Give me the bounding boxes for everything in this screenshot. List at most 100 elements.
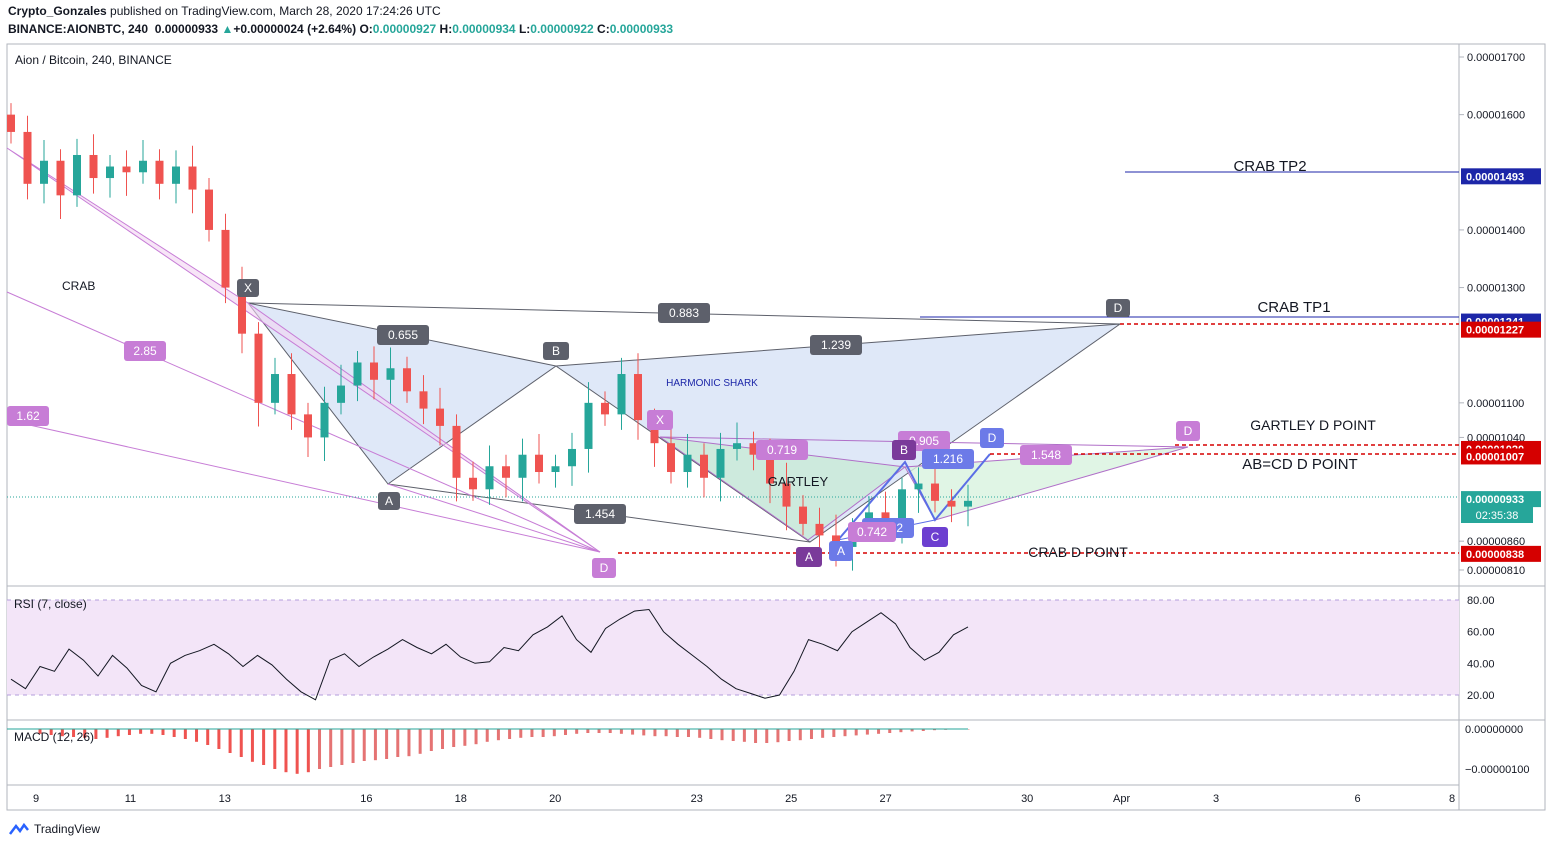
macd-label: MACD (12, 26) — [14, 730, 94, 744]
price-badge-label: 0.00001227 — [1466, 325, 1524, 337]
shark-a-box — [378, 492, 400, 510]
macd-bar — [597, 729, 601, 733]
ratio-1454-label: 1.454 — [585, 507, 615, 521]
ratio-0655-label: 0.655 — [388, 328, 418, 342]
candles-group — [7, 103, 972, 571]
macd-bar — [709, 729, 713, 739]
macd-bar — [541, 729, 545, 737]
time-tick-label: 3 — [1213, 793, 1219, 805]
shark-d-label: D — [1114, 301, 1123, 315]
macd-bar — [932, 729, 936, 731]
crab-tp1-text: CRAB TP1 — [1257, 299, 1330, 316]
macd-bar — [72, 729, 76, 737]
gartley-title: GARTLEY — [768, 474, 829, 489]
candle-body — [535, 454, 543, 473]
price-tick-label: 0.00001400 — [1467, 225, 1525, 237]
candle-body — [799, 506, 807, 524]
macd-bar — [508, 729, 512, 739]
price-badge-label: 0.00000838 — [1466, 549, 1524, 561]
candle-body — [667, 443, 675, 473]
time-axis[interactable]: 9 11 13 16 18 20 23 25 27 30 Apr 3 6 8 — [33, 793, 1455, 805]
gartley-b-box — [892, 440, 916, 460]
chart-title: Aion / Bitcoin, 240, BINANCE — [15, 53, 172, 67]
candle-body — [782, 483, 791, 507]
rsi-axis: 80.00 60.00 40.00 20.00 — [1467, 595, 1495, 702]
candle-body — [452, 425, 461, 478]
macd-bar — [284, 729, 288, 773]
macd-bar — [552, 729, 556, 737]
macd-bar — [754, 729, 758, 743]
macd-bar — [396, 729, 400, 757]
candle-body — [947, 500, 956, 507]
gartley-d-point-text: GARTLEY D POINT — [1250, 417, 1376, 433]
price-badge — [1461, 448, 1541, 465]
macd-bar — [83, 729, 87, 738]
price-badge-label: 0.00001007 — [1466, 451, 1524, 463]
candle-body — [89, 154, 98, 179]
macd-bar — [441, 729, 445, 749]
gartley-0719-box — [756, 440, 808, 460]
ratio-0655-box — [377, 325, 429, 345]
symbol-interval: BINANCE:AIONBTC, 240 — [8, 22, 149, 36]
macd-bar — [474, 729, 478, 745]
macd-bar — [776, 729, 780, 743]
crab-162-label: 1.62 — [16, 409, 40, 423]
candle-body — [370, 362, 378, 380]
macd-bar — [765, 729, 769, 743]
candle-body — [650, 420, 659, 444]
price-badge-label: 0.00001493 — [1466, 171, 1524, 183]
macd-bar — [139, 729, 143, 734]
low-value: 0.00000922 — [530, 22, 594, 36]
ratio-1239-label: 1.239 — [821, 338, 851, 352]
price-badge — [1461, 491, 1541, 508]
macd-bar — [608, 729, 612, 733]
low-label: L: — [518, 22, 531, 36]
macd-bar — [698, 729, 702, 738]
macd-bar — [485, 729, 489, 742]
shark-b-label: B — [552, 344, 560, 358]
macd-bar — [854, 729, 858, 736]
crab-d-point-text: CRAB D POINT — [1028, 544, 1128, 560]
crab-leg-285 — [6, 291, 601, 553]
macd-bar — [642, 729, 646, 736]
macd-bar — [362, 729, 366, 761]
abcd-path — [837, 453, 991, 541]
candle-body — [634, 374, 642, 421]
macd-bar — [519, 729, 523, 738]
candle-body — [716, 448, 725, 478]
price-axis[interactable]: 0.00001700 0.00001600 0.00001400 0.00001300… — [1459, 52, 1525, 577]
macd-bar — [161, 729, 165, 735]
macd-bar — [586, 729, 590, 733]
macd-bar — [619, 729, 623, 734]
macd-bar — [49, 729, 53, 735]
up-arrow-icon: ▲ — [221, 22, 234, 36]
macd-bar — [832, 729, 836, 737]
price-badge — [1461, 545, 1541, 562]
open-label: O: — [359, 22, 373, 36]
macd-bar — [787, 729, 791, 741]
candle-body — [617, 374, 626, 415]
gartley-d-label: D — [1184, 424, 1193, 438]
gartley-x-label: X — [656, 413, 664, 427]
candle-body — [469, 477, 477, 490]
time-tick-label: 16 — [360, 793, 372, 805]
gartley-x-box — [647, 410, 673, 430]
candle-body — [172, 166, 180, 184]
author-name[interactable]: Crypto_Gonzales — [8, 4, 107, 18]
ratio-0883-label: 0.883 — [669, 306, 699, 320]
time-tick-label: 25 — [785, 793, 797, 805]
macd-bar — [239, 729, 243, 757]
chart-frame — [6, 43, 1546, 811]
gartley-a-box — [796, 547, 822, 567]
macd-bar — [351, 729, 355, 763]
macd-bar — [206, 729, 210, 745]
footer-brand[interactable]: TradingView — [8, 822, 100, 836]
candle-body — [700, 454, 708, 478]
macd-bar — [38, 729, 42, 734]
ratio-1239-box — [810, 335, 862, 355]
macd-bar — [899, 729, 903, 733]
price-change: +0.00000024 (+2.64%) — [233, 22, 357, 36]
crab-285-label: 2.85 — [133, 344, 157, 358]
candle-body — [749, 443, 758, 455]
